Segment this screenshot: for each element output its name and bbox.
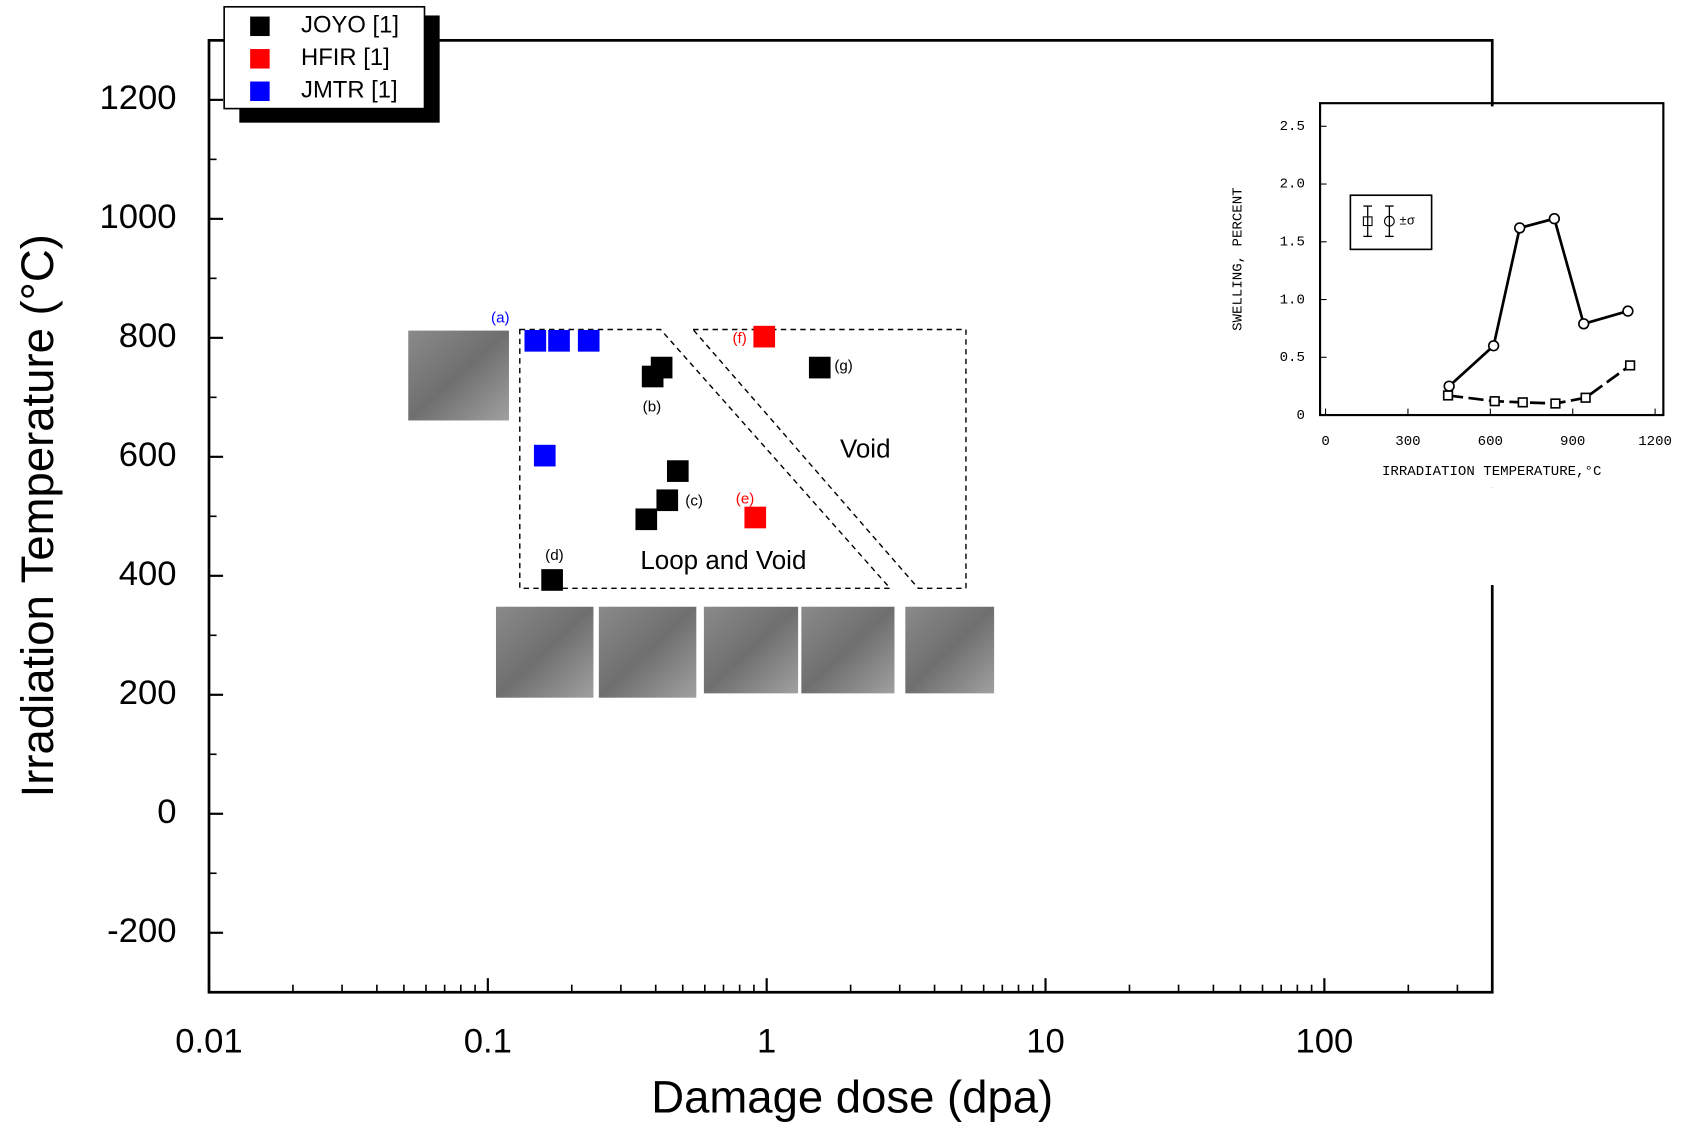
x-tick-label: 0.1 <box>464 1022 512 1060</box>
y-tick-label: 1.0 <box>1280 292 1305 308</box>
annotation: (c) <box>685 493 703 510</box>
legend-swatch <box>250 49 270 69</box>
x-tick-label: 1200 <box>1638 434 1672 450</box>
y-tick-label: 2.5 <box>1280 119 1305 135</box>
y-tick-label: 600 <box>119 436 177 474</box>
legend-swatch <box>250 16 270 37</box>
x-tick-label: 0.01 <box>175 1022 242 1060</box>
x-tick-label: 1 <box>757 1022 776 1060</box>
y-tick-label: 200 <box>119 674 177 712</box>
inset-point <box>1578 318 1590 330</box>
x-tick-label: 100 <box>1295 1022 1353 1060</box>
x-axis-title: Damage dose (dpa) <box>651 1072 1053 1123</box>
annotation: Loop and Void <box>640 545 806 575</box>
data-point <box>577 329 600 352</box>
legend-swatch <box>250 81 270 102</box>
data-point <box>524 329 547 352</box>
micrograph <box>905 606 995 694</box>
annotation: (d) <box>545 547 564 564</box>
data-point <box>635 508 658 531</box>
legend: JOYO [1] HFIR [1] JMTR [1] <box>223 5 440 123</box>
legend-label: JMTR [1] <box>301 77 398 104</box>
inset-point <box>1487 340 1500 352</box>
x-tick-label: 300 <box>1395 434 1420 450</box>
x-tick-label: 900 <box>1560 434 1585 450</box>
micrograph <box>408 330 509 421</box>
annotation: (g) <box>834 357 853 374</box>
data-point <box>533 444 556 467</box>
micrographs <box>408 330 995 698</box>
x-tick-label: 10 <box>1026 1022 1065 1060</box>
data-point <box>541 569 563 591</box>
y-tick-label: 0 <box>157 793 176 831</box>
y-tick-label: 1000 <box>99 198 176 236</box>
data-point <box>808 356 831 379</box>
inset-frame <box>1318 102 1665 417</box>
inset-point <box>1550 398 1561 409</box>
annotation: (b) <box>643 398 662 415</box>
inset-legend-label: ±σ <box>1399 214 1415 229</box>
inset-point <box>1489 396 1500 407</box>
inset-point <box>1442 390 1454 401</box>
y-axis-title: Irradiation Temperature (°C) <box>12 234 63 797</box>
data-point <box>650 356 673 379</box>
inset-point <box>1624 360 1636 371</box>
region-void <box>691 328 967 590</box>
inset-point <box>1548 213 1561 225</box>
inset-background <box>1212 106 1698 488</box>
inset-y-title: SWELLING, PERCENT <box>1230 187 1246 330</box>
micrograph <box>598 606 697 698</box>
data-point <box>753 325 776 348</box>
inset-line <box>1447 364 1631 405</box>
inset-point <box>1517 397 1528 408</box>
inset-point <box>1580 392 1591 403</box>
x-tick-label: 0 <box>1321 434 1329 450</box>
annotation: Void <box>840 434 891 464</box>
legend-label: JOYO [1] <box>301 12 399 39</box>
inset-point <box>1443 380 1455 392</box>
y-tick-label: 1200 <box>99 79 176 117</box>
inset-background <box>1093 487 1698 586</box>
y-tick-label: 400 <box>119 555 177 593</box>
data-point <box>666 460 689 482</box>
data-point <box>656 489 679 512</box>
inset-point <box>1622 305 1634 317</box>
y-tick-label: 0 <box>1296 408 1304 424</box>
inset-point <box>1514 222 1526 234</box>
micrograph <box>495 606 594 698</box>
y-tick-label: 2.0 <box>1280 177 1305 193</box>
inset-x-title: IRRADIATION TEMPERATURE,°C <box>1382 464 1601 480</box>
micrograph <box>703 606 799 694</box>
inset-line <box>1448 217 1629 388</box>
data-point <box>744 506 767 529</box>
y-tick-label: 800 <box>119 317 177 355</box>
annotation: (e) <box>736 491 755 508</box>
inset-legend: ±σ <box>1349 194 1433 251</box>
annotation: (f) <box>732 330 746 347</box>
y-tick-label: -200 <box>107 912 176 950</box>
annotation: (a) <box>491 310 510 327</box>
y-tick-label: 1.5 <box>1280 235 1305 251</box>
legend-label: HFIR [1] <box>301 44 390 71</box>
micrograph <box>801 606 895 694</box>
x-tick-label: 600 <box>1478 434 1503 450</box>
data-point <box>548 329 570 352</box>
y-tick-label: 0.5 <box>1280 350 1305 366</box>
